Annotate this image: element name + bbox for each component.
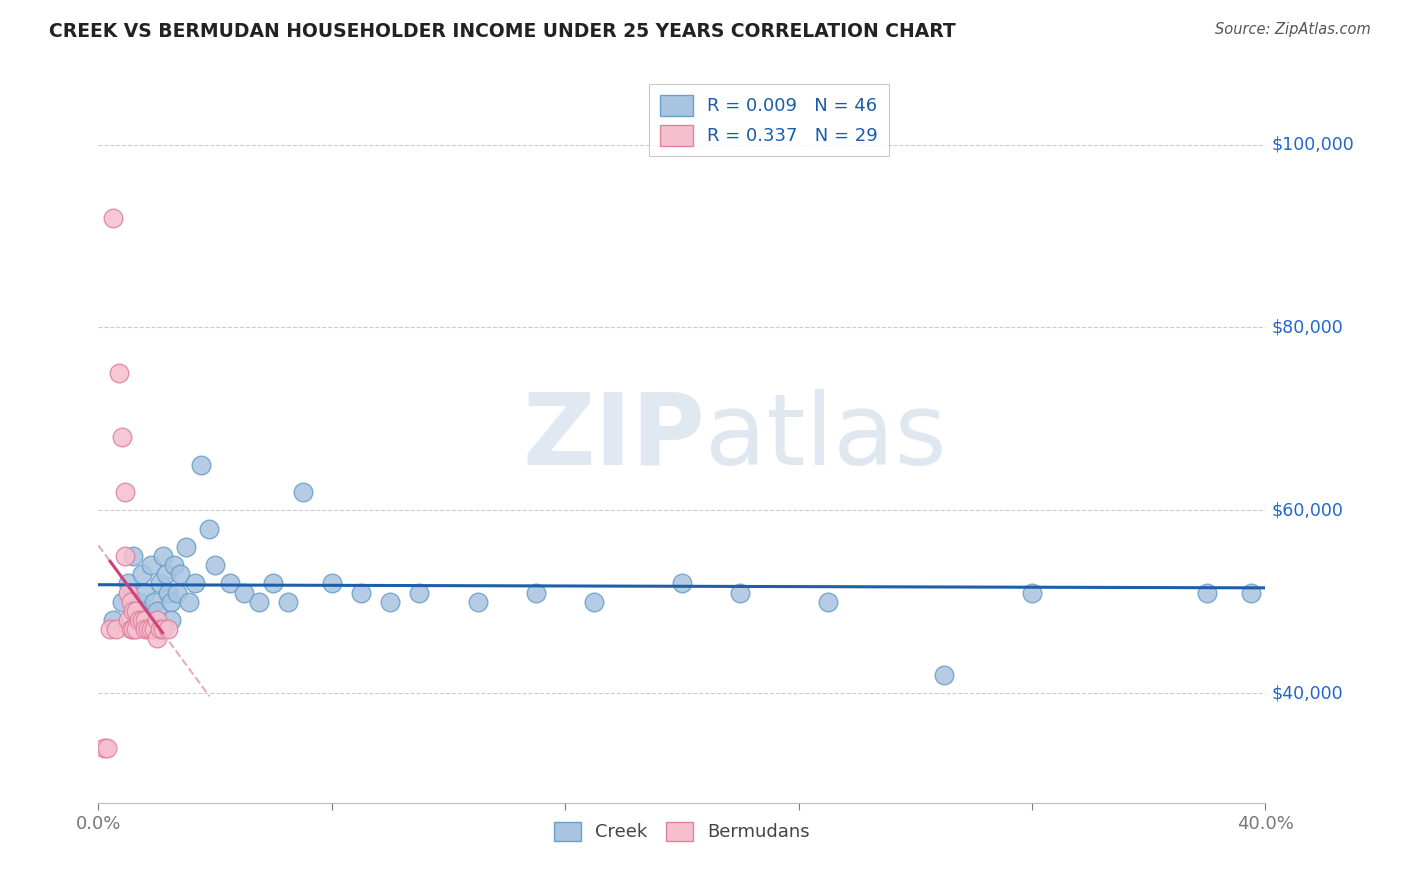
Point [934, 667, 956, 681]
Point [134, 613, 156, 627]
Point [163, 558, 186, 573]
Point [1195, 585, 1218, 599]
Point [467, 594, 489, 608]
Point [128, 613, 150, 627]
Point [128, 594, 150, 608]
Point [114, 484, 136, 499]
Text: $100,000: $100,000 [1271, 136, 1354, 153]
Point [131, 613, 153, 627]
Point [96, 740, 118, 755]
Point [142, 594, 165, 608]
Point [122, 604, 145, 618]
Point [146, 604, 169, 618]
Point [93, 740, 115, 755]
Point [120, 594, 142, 608]
Point [122, 549, 145, 563]
Point [134, 622, 156, 636]
Point [146, 613, 169, 627]
Point [204, 558, 226, 573]
Point [108, 366, 131, 380]
Point [1240, 585, 1263, 599]
Point [120, 622, 142, 636]
Point [408, 585, 430, 599]
Point [730, 585, 752, 599]
Point [134, 585, 156, 599]
Point [817, 594, 839, 608]
Point [101, 211, 124, 225]
Point [117, 613, 139, 627]
Point [583, 594, 606, 608]
Text: Source: ZipAtlas.com: Source: ZipAtlas.com [1215, 22, 1371, 37]
Point [262, 576, 284, 591]
Point [198, 521, 221, 535]
Point [380, 594, 402, 608]
Point [291, 484, 314, 499]
Point [157, 622, 180, 636]
Point [277, 594, 299, 608]
Point [183, 576, 205, 591]
Point [160, 594, 183, 608]
Point [157, 585, 180, 599]
Point [125, 622, 148, 636]
Point [117, 576, 139, 591]
Point [136, 622, 159, 636]
Point [233, 585, 256, 599]
Point [104, 622, 127, 636]
Point [125, 604, 148, 618]
Point [247, 594, 270, 608]
Point [218, 576, 240, 591]
Point [117, 585, 139, 599]
Point [131, 567, 153, 582]
Point [350, 585, 373, 599]
Text: $80,000: $80,000 [1271, 318, 1343, 336]
Point [101, 613, 124, 627]
Point [131, 613, 153, 627]
Point [98, 622, 121, 636]
Text: CREEK VS BERMUDAN HOUSEHOLDER INCOME UNDER 25 YEARS CORRELATION CHART: CREEK VS BERMUDAN HOUSEHOLDER INCOME UND… [49, 22, 956, 41]
Point [152, 549, 174, 563]
Text: atlas: atlas [706, 389, 946, 485]
Point [149, 576, 172, 591]
Point [177, 594, 200, 608]
Point [321, 576, 343, 591]
Point [142, 622, 165, 636]
Text: $60,000: $60,000 [1271, 501, 1343, 519]
Point [1021, 585, 1043, 599]
Point [111, 430, 134, 444]
Legend: Creek, Bermudans: Creek, Bermudans [547, 814, 817, 848]
Point [122, 622, 145, 636]
Text: ZIP: ZIP [523, 389, 706, 485]
Point [174, 540, 197, 554]
Point [111, 594, 134, 608]
Point [114, 549, 136, 563]
Point [149, 622, 172, 636]
Point [146, 631, 169, 645]
Point [160, 613, 183, 627]
Point [671, 576, 693, 591]
Point [139, 622, 162, 636]
Point [524, 585, 547, 599]
Point [155, 567, 177, 582]
Point [139, 558, 162, 573]
Point [166, 585, 188, 599]
Text: $40,000: $40,000 [1271, 684, 1343, 702]
Point [152, 622, 174, 636]
Point [169, 567, 191, 582]
Point [190, 458, 212, 472]
